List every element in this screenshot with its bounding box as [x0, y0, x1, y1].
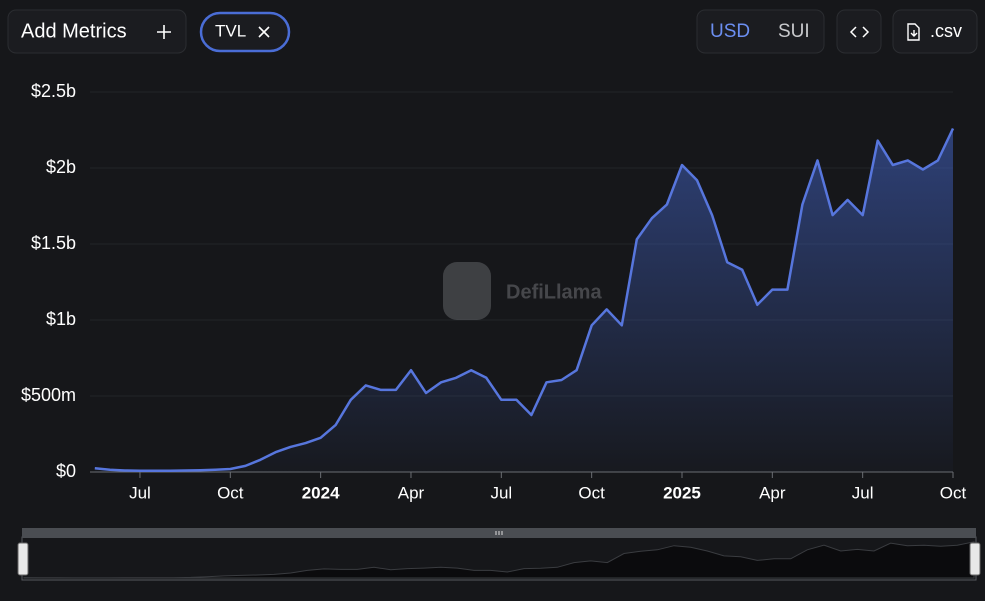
x-tick-label: Oct [217, 483, 244, 502]
y-tick-label: $2b [46, 157, 76, 177]
metric-label: TVL [215, 21, 246, 40]
csv-icon [907, 23, 920, 41]
x-tick-label: Oct [578, 483, 605, 502]
add-metrics-label: Add Metrics [21, 20, 127, 42]
brush-area [23, 541, 975, 579]
brush-grip [495, 531, 503, 535]
embed-icon [849, 26, 870, 38]
x-tick-label: 2024 [302, 483, 340, 502]
line [94, 127, 955, 473]
watermark-text: DefiLlama [506, 281, 602, 303]
x-tick-label: Apr [398, 483, 425, 502]
add-metrics-button[interactable] [7, 9, 187, 54]
area [94, 128, 954, 472]
brush-handle-left[interactable] [17, 542, 29, 576]
y-tick-label: $0 [56, 461, 76, 481]
embed-button[interactable] [836, 9, 882, 54]
x-tick-label: Oct [940, 483, 967, 502]
remove-icon[interactable] [258, 26, 270, 38]
metric-pill[interactable] [199, 11, 291, 53]
x-tick-label: 2025 [663, 483, 701, 502]
currency-sui[interactable]: SUI [778, 21, 810, 42]
csv-label: .csv [930, 21, 962, 41]
x-tick-label: Jul [852, 483, 874, 502]
y-tick-label: $500m [21, 385, 76, 405]
x-tick-label: Apr [759, 483, 786, 502]
currency-toggle [696, 9, 825, 54]
x-tick-label: Jul [490, 483, 512, 502]
brush-preview [23, 541, 975, 579]
x-tick-label: Jul [129, 483, 151, 502]
currency-usd[interactable]: USD [710, 21, 750, 42]
brush-handle-right[interactable] [969, 542, 981, 576]
y-tick-label: $1b [46, 309, 76, 329]
plus-icon [157, 25, 171, 39]
y-tick-label: $1.5b [31, 233, 76, 253]
watermark: DefiLlama [443, 262, 602, 320]
csv-button[interactable] [892, 9, 978, 54]
watermark-logo [443, 262, 491, 320]
y-tick-label: $2.5b [31, 81, 76, 101]
